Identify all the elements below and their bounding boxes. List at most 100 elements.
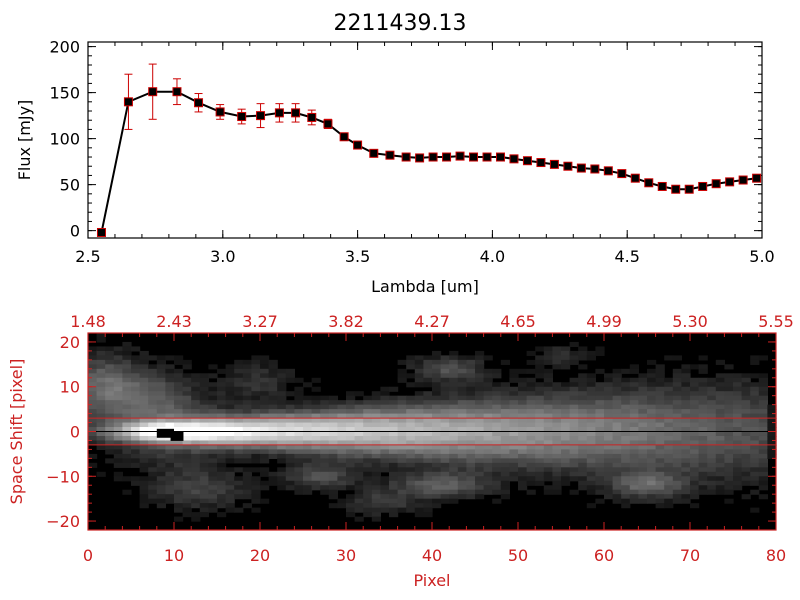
image-pixel — [225, 494, 235, 500]
image-pixel — [707, 449, 717, 455]
image-pixel — [199, 413, 209, 419]
image-pixel — [371, 413, 381, 419]
image-pixel — [492, 404, 502, 410]
image-pixel — [629, 485, 639, 491]
image-pixel — [578, 413, 588, 419]
image-pixel — [225, 489, 235, 495]
image-pixel — [346, 404, 356, 410]
image-pixel — [242, 391, 252, 397]
image-pixel — [758, 494, 768, 500]
image-pixel — [406, 409, 416, 415]
image-pixel — [363, 413, 373, 419]
image-pixel — [535, 409, 545, 415]
image-pixel — [621, 440, 631, 446]
image-pixel — [277, 373, 287, 379]
image-pixel — [715, 435, 725, 442]
image-pixel — [225, 435, 235, 442]
image-pixel — [526, 422, 536, 428]
image-pixel — [371, 476, 381, 482]
image-pixel — [475, 391, 485, 397]
image-pixel — [225, 364, 235, 370]
image-pixel — [105, 373, 115, 379]
image-pixel — [758, 382, 768, 388]
image-pixel — [260, 435, 270, 442]
image-pixel — [466, 440, 476, 446]
image-pixel — [475, 355, 485, 361]
image-pixel — [449, 373, 459, 379]
image-pixel — [440, 400, 450, 406]
image-pixel — [217, 422, 227, 428]
image-pixel — [586, 373, 596, 379]
image-pixel — [337, 431, 347, 437]
image-pixel — [664, 386, 674, 392]
image-pixel — [363, 458, 373, 464]
image-pixel — [414, 364, 424, 370]
image-pixel — [88, 409, 98, 415]
image-pixel — [681, 400, 691, 406]
image-pixel — [638, 494, 648, 500]
image-pixel — [664, 449, 674, 455]
image-pixel — [182, 453, 192, 459]
image-pixel — [354, 444, 364, 451]
data-point — [549, 159, 559, 169]
image-pixel — [105, 435, 115, 442]
image-pixel — [698, 458, 708, 464]
image-pixel — [354, 435, 364, 442]
image-pixel — [681, 409, 691, 415]
image-pixel — [518, 409, 528, 415]
image-pixel — [475, 427, 485, 433]
image-pixel — [638, 404, 648, 410]
x-tick-label: 70 — [680, 546, 700, 565]
data-point — [536, 158, 546, 168]
image-pixel — [156, 355, 166, 361]
image-pixel — [165, 418, 175, 424]
image-pixel — [139, 449, 149, 455]
image-pixel — [113, 453, 123, 459]
image-pixel — [139, 440, 149, 446]
image-pixel — [432, 435, 442, 442]
image-pixel — [647, 377, 657, 383]
image-pixel — [225, 409, 235, 415]
image-pixel — [526, 377, 536, 383]
image-pixel — [139, 418, 149, 424]
image-pixel — [251, 364, 261, 370]
image-pixel — [715, 449, 725, 455]
image-pixel — [346, 440, 356, 446]
image-pixel — [251, 400, 261, 406]
image-pixel — [156, 480, 166, 486]
image-pixel — [690, 449, 700, 455]
image-pixel — [268, 431, 278, 437]
image-pixel — [389, 449, 399, 455]
image-pixel — [724, 386, 734, 392]
image-pixel — [234, 391, 244, 397]
image-pixel — [131, 449, 141, 455]
image-pixel — [698, 404, 708, 410]
image-pixel — [698, 449, 708, 455]
image-pixel — [268, 449, 278, 455]
image-pixel — [225, 498, 235, 504]
data-point — [657, 181, 667, 191]
data-point — [369, 148, 379, 158]
image-pixel — [681, 391, 691, 397]
image-pixel — [733, 395, 743, 401]
image-pixel — [543, 404, 553, 410]
image-pixel — [698, 485, 708, 491]
image-pixel — [535, 471, 545, 477]
image-pixel — [492, 444, 502, 451]
image-pixel — [724, 418, 734, 424]
image-pixel — [621, 485, 631, 491]
image-pixel — [500, 418, 510, 424]
image-pixel — [483, 418, 493, 424]
image-pixel — [397, 467, 407, 473]
image-pixel — [457, 427, 467, 433]
image-pixel — [191, 485, 201, 491]
image-pixel — [191, 444, 201, 451]
image-pixel — [122, 350, 132, 356]
image-pixel — [242, 373, 252, 379]
image-pixel — [397, 413, 407, 419]
image-pixel — [690, 485, 700, 491]
image-pixel — [629, 404, 639, 410]
image-pixel — [337, 453, 347, 459]
image-pixel — [406, 498, 416, 504]
image-pixel — [217, 386, 227, 392]
